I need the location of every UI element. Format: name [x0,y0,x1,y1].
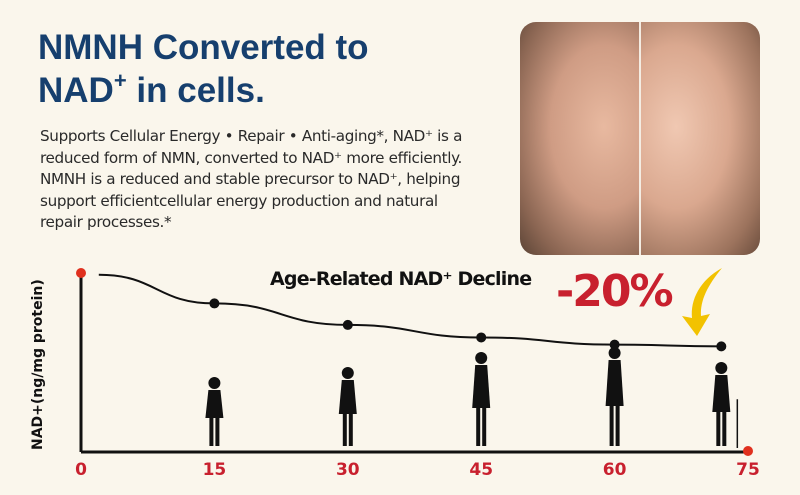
photo-before [520,22,640,255]
decline-percent: -20% [556,266,674,317]
x-tick-label: 0 [75,460,87,480]
before-after-photo [520,22,760,255]
data-point [342,319,353,330]
data-point [476,332,487,343]
page-title: NMNH Converted to NAD+ in cells. [38,26,369,112]
description: Supports Cellular Energy • Repair • Anti… [40,127,463,231]
x-tick-label: 60 [603,460,627,480]
chart-title: Age-Related NAD⁺ Decline [270,268,532,290]
data-point [716,341,727,352]
figure-middle-aged-woman-icon [605,347,624,446]
down-arrow-icon [682,268,722,336]
data-point [609,339,620,350]
photo-after [640,22,760,255]
figure-young-woman-icon [338,367,357,446]
x-tick-label: 30 [336,460,360,480]
figure-girl-icon [205,377,224,446]
x-tick-label: 75 [736,460,760,480]
photo-divider [639,22,641,255]
title-rest: in cells. [126,71,265,110]
title-nad: NAD [38,71,114,110]
figure-elderly-woman-with-cane-icon [712,362,739,448]
figure-adult-woman-icon [472,352,491,446]
title-sup: + [113,68,127,93]
y-axis-end-marker [76,268,86,278]
data-point [209,298,220,309]
x-axis-end-marker [743,446,753,456]
title-line-1: NMNH Converted to [38,28,369,67]
x-tick-label: 15 [203,460,227,480]
x-tick-label: 45 [469,460,493,480]
decline-curve [98,273,722,348]
